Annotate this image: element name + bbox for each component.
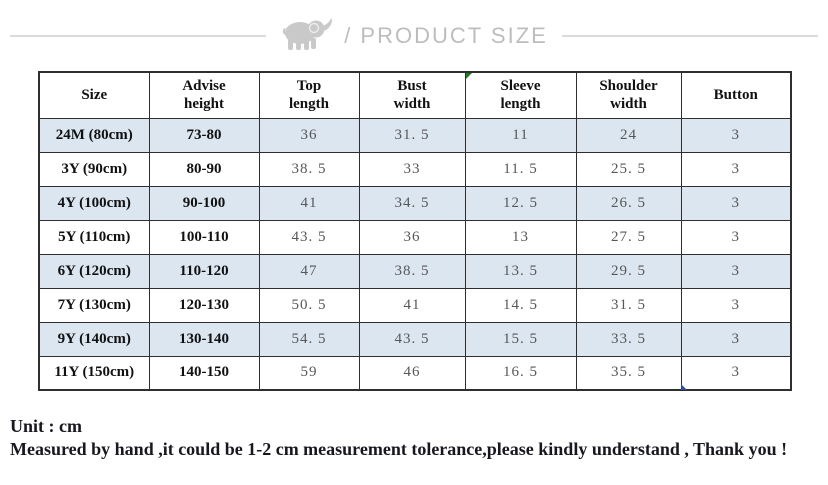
size-cell: 11Y (150cm) <box>38 355 150 391</box>
value-cell: 34. 5 <box>358 185 466 221</box>
value-cell: 13 <box>464 219 577 255</box>
value-cell: 47 <box>258 253 360 289</box>
table-row: 24M (80cm) 73-80 36 31. 5 11 24 3 <box>38 117 792 153</box>
size-table-body: 24M (80cm) 73-80 36 31. 5 11 24 3 3Y (90cm) 80-9… <box>38 117 792 391</box>
banner-center: / PRODUCT SIZE <box>280 17 548 56</box>
banner-left-line <box>10 35 267 37</box>
value-cell: 36 <box>258 117 360 153</box>
col-header-size: Size <box>38 71 150 119</box>
value-cell: 12. 5 <box>464 185 577 221</box>
header-row: Size Advise height Top length Bust width… <box>38 71 792 119</box>
banner: / PRODUCT SIZE <box>0 17 828 56</box>
value-cell: 25. 5 <box>575 151 682 187</box>
col-header-shoulder: Shoulder width <box>575 71 682 119</box>
value-cell: 33 <box>358 151 466 187</box>
value-cell: 3 <box>680 219 792 255</box>
col-header-top: Top length <box>258 71 360 119</box>
banner-right-line <box>561 35 818 37</box>
value-cell: 110-120 <box>148 253 260 289</box>
value-cell: 73-80 <box>148 117 260 153</box>
col-header-height: Advise height <box>148 71 260 119</box>
value-cell: 29. 5 <box>575 253 682 289</box>
value-cell: 31. 5 <box>575 287 682 323</box>
value-cell: 59 <box>258 355 360 391</box>
value-cell: 120-130 <box>148 287 260 323</box>
value-cell: 13. 5 <box>464 253 577 289</box>
value-cell: 130-140 <box>148 321 260 357</box>
value-cell: 3 <box>680 355 792 391</box>
value-cell: 27. 5 <box>575 219 682 255</box>
value-cell: 3 <box>680 321 792 357</box>
value-cell: 46 <box>358 355 466 391</box>
value-cell: 50. 5 <box>258 287 360 323</box>
value-cell: 90-100 <box>148 185 260 221</box>
value-cell: 41 <box>258 185 360 221</box>
value-cell: 3 <box>680 151 792 187</box>
cell-corner-marker-blue <box>680 384 687 390</box>
size-table-header: Size Advise height Top length Bust width… <box>38 71 792 119</box>
value-cell: 24 <box>575 117 682 153</box>
size-cell: 3Y (90cm) <box>38 151 150 187</box>
size-cell: 4Y (100cm) <box>38 185 150 221</box>
value-cell: 31. 5 <box>358 117 466 153</box>
size-cell: 7Y (130cm) <box>38 287 150 323</box>
col-header-sleeve: Sleeve length <box>464 71 577 119</box>
cell-corner-marker-green <box>465 73 472 79</box>
size-table: Size Advise height Top length Bust width… <box>38 71 792 391</box>
value-cell: 11 <box>464 117 577 153</box>
value-cell: 36 <box>358 219 466 255</box>
value-cell: 3 <box>680 287 792 323</box>
value-cell: 54. 5 <box>258 321 360 357</box>
value-cell: 15. 5 <box>464 321 577 357</box>
value-cell: 80-90 <box>148 151 260 187</box>
value-cell: 38. 5 <box>358 253 466 289</box>
value-cell: 100-110 <box>148 219 260 255</box>
value-cell: 16. 5 <box>464 355 577 391</box>
value-cell: 38. 5 <box>258 151 360 187</box>
tolerance-note: Measured by hand ,it could be 1-2 cm mea… <box>10 439 788 460</box>
value-cell: 26. 5 <box>575 185 682 221</box>
banner-title: / PRODUCT SIZE <box>344 23 548 48</box>
value-cell: 43. 5 <box>358 321 466 357</box>
value-cell: 41 <box>358 287 466 323</box>
size-cell: 5Y (110cm) <box>38 219 150 255</box>
value-cell: 3 <box>680 185 792 221</box>
value-cell: 35. 5 <box>575 355 682 391</box>
value-cell: 14. 5 <box>464 287 577 323</box>
unit-note: Unit : cm <box>10 416 82 436</box>
value-cell: 43. 5 <box>258 219 360 255</box>
value-cell: 33. 5 <box>575 321 682 357</box>
size-cell: 24M (80cm) <box>38 117 150 153</box>
col-header-sleeve-label: Sleeve length <box>500 77 541 113</box>
elephant-icon <box>280 17 334 56</box>
value-cell: 3 <box>680 117 792 153</box>
col-header-button: Button <box>680 71 792 119</box>
col-header-bust: Bust width <box>358 71 466 119</box>
value-cell: 140-150 <box>148 355 260 391</box>
size-cell: 9Y (140cm) <box>38 321 150 357</box>
footer-notes: Unit : cm Measured by hand ,it could be … <box>10 415 828 462</box>
size-cell: 6Y (120cm) <box>38 253 150 289</box>
value-cell: 11. 5 <box>464 151 577 187</box>
value-cell: 3 <box>680 253 792 289</box>
